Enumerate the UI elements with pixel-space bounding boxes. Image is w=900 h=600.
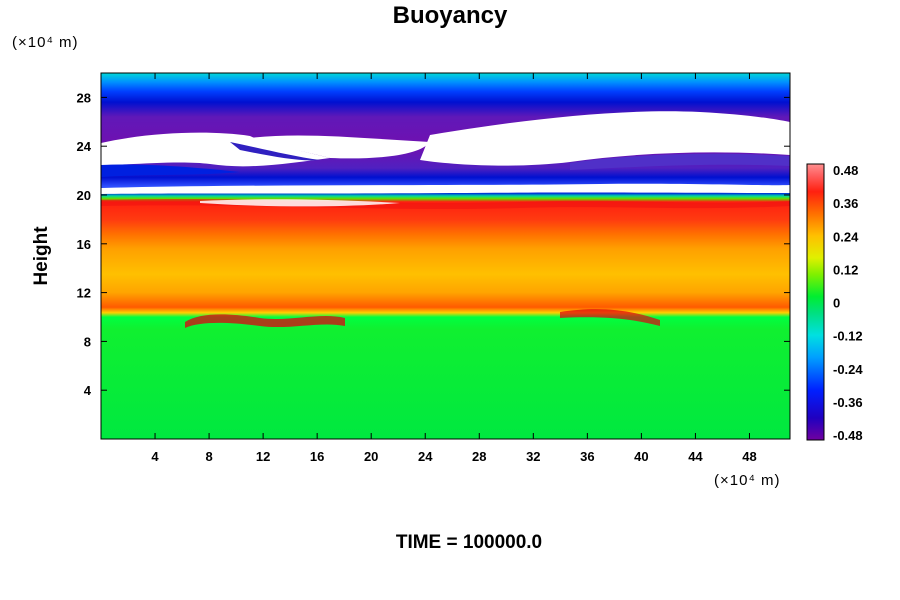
colorbar-tick-label: -0.48	[833, 428, 863, 443]
x-tick-label: 16	[310, 449, 324, 464]
time-footer: TIME = 100000.0	[395, 532, 543, 553]
red-bumps-lower	[185, 314, 345, 328]
blue-tongue-3	[230, 142, 320, 161]
x-tick-label: 8	[205, 449, 212, 464]
y-tick-label: 20	[77, 188, 91, 203]
x-tick-label: 28	[472, 449, 486, 464]
colorbar-tick-label: 0.36	[833, 196, 858, 211]
red-bumps-mid	[560, 309, 660, 326]
plot-frame	[100, 72, 791, 440]
blue-tongue-2	[570, 153, 790, 170]
colorbar-tick-label: 0.48	[833, 163, 858, 178]
x-tick-label: 12	[256, 449, 270, 464]
white-streak	[200, 199, 400, 207]
x-tick-label: 32	[526, 449, 540, 464]
colorbar-gradient	[806, 163, 825, 441]
blue-tongue-1	[101, 164, 240, 177]
y-tick-label: 8	[84, 334, 91, 349]
chart-title: Buoyancy	[392, 2, 508, 29]
x-tick-label: 40	[634, 449, 648, 464]
y-tick-label: 24	[77, 139, 92, 154]
y-tick-label: 28	[77, 90, 91, 105]
white-region-mid	[250, 135, 430, 159]
y-tick-label: 16	[77, 237, 91, 252]
y-axis: 4 8 12 16 20 24 28	[77, 90, 790, 398]
y-tick-label: 12	[77, 286, 91, 301]
y-tick-label: 4	[84, 383, 92, 398]
x-axis-unit: (×10⁴ m)	[714, 472, 781, 489]
x-tick-label: 48	[742, 449, 756, 464]
white-gap-lower	[101, 183, 790, 194]
colorbar-tick-label: 0.12	[833, 262, 858, 277]
colorbar: 0.48 0.36 0.24 0.12 0 -0.12 -0.24 -0.36 -0.48	[806, 163, 863, 443]
white-region-right	[420, 111, 790, 166]
y-axis-unit: (×10⁴ m)	[12, 34, 79, 51]
colorbar-tick-label: -0.36	[833, 395, 863, 410]
white-region-left	[101, 132, 330, 167]
colorbar-tick-label: -0.24	[833, 362, 863, 377]
x-tick-label: 36	[580, 449, 594, 464]
x-tick-label: 20	[364, 449, 378, 464]
x-tick-label: 44	[688, 449, 703, 464]
colorbar-tick-label: 0.24	[833, 229, 859, 244]
x-axis: 4 8 12 16 20 24 28 32 36 40 44 48	[151, 73, 757, 464]
x-tick-label: 24	[418, 449, 433, 464]
colorbar-tick-label: 0	[833, 296, 840, 311]
x-tick-label: 4	[151, 449, 159, 464]
colorbar-tick-label: -0.12	[833, 329, 863, 344]
